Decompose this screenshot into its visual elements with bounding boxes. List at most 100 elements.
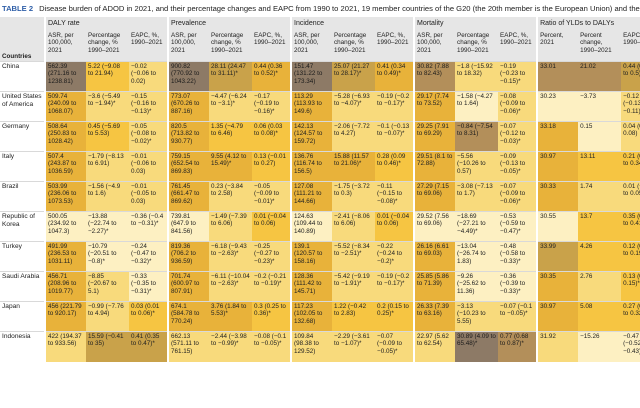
data-cell: −13.04 (−26.74 to 1.83) <box>455 241 499 272</box>
data-cell: −0.07 (−0.09 to −0.06)* <box>498 181 538 212</box>
data-cell: 9.55 (4.12 to 15.49)* <box>209 151 253 182</box>
data-cell: 1.35 (−4.79 to 6.46) <box>209 121 253 152</box>
data-cell: 30.97 <box>536 301 579 332</box>
data-cell: −9.26 (−25.62 to 11.36) <box>455 271 499 302</box>
col-header-ratio-eapc: EAPC, %, 1990–2021 <box>621 31 640 62</box>
data-cell: 456.71 (208.96 to 1019.77) <box>44 271 86 302</box>
country-name: United States of America <box>0 91 45 122</box>
group-header-ratio: Ratio of YLDs to DALYs <box>536 17 640 31</box>
data-cell: 22.97 (5.62 to 62.54) <box>413 331 456 362</box>
data-cell: −0.15 (−0.16 to −0.13)* <box>129 91 169 122</box>
data-cell: 3.76 (1.84 to 5.53)* <box>209 301 253 332</box>
data-cell: −0.84 (−7.54 to 8.31) <box>455 121 499 152</box>
data-cell: 0.13 (−0.01 to 0.27) <box>252 151 292 182</box>
data-cell: −2.29 (−3.61 to −1.07)* <box>332 331 376 362</box>
data-cell: −0.12 (−0.13 to −0.11)* <box>621 91 640 122</box>
data-cell: −3.6 (−5.49 to −1.94)* <box>86 91 129 122</box>
data-cell: 0.03 (0.01 to 0.06)* <box>129 301 169 332</box>
data-cell: 0.23 (−3.84 to 2.58) <box>209 181 253 212</box>
countries-header: Countries <box>0 31 45 62</box>
data-cell: 507.4 (243.87 to 1036.59) <box>44 151 86 182</box>
data-cell: −0.08 (−0.1 to −0.05)* <box>252 331 292 362</box>
data-cell: −0.19 (−0.2 to −0.17)* <box>375 271 415 302</box>
data-cell: −1.56 (−4.9 to 1.6) <box>86 181 129 212</box>
data-cell: 0.44 (0.38 to 0.5)* <box>621 61 640 92</box>
table-body: China 562.39 (271.16 to 1238.81) 5.22 (−9.… <box>0 61 640 362</box>
data-cell: 900.82 (770.92 to 1043.22) <box>167 61 210 92</box>
data-cell: 5.08 <box>578 301 622 332</box>
table-row: Turkey 491.99 (236.53 to 1031.11) −10.79 (… <box>0 241 640 272</box>
data-cell: 29.52 (7.56 to 69.06) <box>413 211 456 242</box>
data-cell: 662.13 (571.11 to 761.15) <box>167 331 210 362</box>
data-cell: −5.28 (−6.93 to −4.07)* <box>332 91 376 122</box>
country-group-cell <box>0 17 45 31</box>
data-cell: −4.47 (−6.24 to −3.1)* <box>209 91 253 122</box>
data-cell: 739.81 (647.9 to 841.56) <box>167 211 210 242</box>
data-cell: −0.47 (−0.52 to −0.43)* <box>621 331 640 362</box>
data-cell: 0.41 (0.34 to 0.49)* <box>375 61 415 92</box>
data-cell: 30.97 <box>536 151 579 182</box>
data-cell: −8.85 (−20.67 to 5.1) <box>86 271 129 302</box>
country-name: Republic of Korea <box>0 211 45 242</box>
data-cell: 136.76 (116.74 to 156.5) <box>290 151 333 182</box>
data-cell: 0.27 (0.22 to 0.32)* <box>621 301 640 332</box>
data-cell: 0.28 (0.09 to 0.46)* <box>375 151 415 182</box>
data-cell: −2.06 (−7.72 to 4.27) <box>332 121 376 152</box>
data-cell: −0.19 (−0.2 to −0.17)* <box>375 91 415 122</box>
country-name: Germany <box>0 121 45 152</box>
data-cell: −0.02 (−0.06 to 0.02) <box>129 61 169 92</box>
data-cell: 26.33 (7.39 to 63.16) <box>413 301 456 332</box>
data-cell: −0.22 (−0.24 to −0.2)* <box>375 241 415 272</box>
data-cell: 151.47 (131.22 to 173.34) <box>290 61 333 92</box>
group-header-row: DALY rate Prevalence Incidence Mortality… <box>0 17 640 31</box>
data-cell: 139.1 (120.57 to 158.16) <box>290 241 333 272</box>
data-cell: −1.58 (−4.27 to 1.64) <box>455 91 499 122</box>
data-cell: −0.01 (−0.05 to 0.03) <box>129 181 169 212</box>
data-cell: −0.53 (−0.59 to −0.47)* <box>498 211 538 242</box>
data-cell: 759.15 (652.54 to 869.83) <box>167 151 210 182</box>
data-cell: 0.01 (−0.04 to 0.06) <box>375 211 415 242</box>
data-cell: 0.06 (0.03 to 0.08)* <box>252 121 292 152</box>
table-label: TABLE 2 <box>2 4 34 13</box>
col-header-percent: Percent, 2021 <box>536 31 579 62</box>
data-cell: 1.74 <box>578 181 622 212</box>
col-header-eapc: EAPC, %, 1990–2021 <box>252 31 292 62</box>
data-cell: −0.05 (−0.09 to −0.01)* <box>252 181 292 212</box>
data-cell: 142.13 (124.57 to 159.72) <box>290 121 333 152</box>
data-cell: −1.8 (−15.92 to 18.32) <box>455 61 499 92</box>
country-name: Brazil <box>0 181 45 212</box>
data-cell: 0.41 (0.35 to 0.47)* <box>129 331 169 362</box>
data-cell: 0.12 (0.04 to 0.19)* <box>621 241 640 272</box>
data-cell: −6.11 (−10.04 to −2.63)* <box>209 271 253 302</box>
sub-header-row: Countries ASR, per 100,000, 2021 Percent… <box>0 31 640 62</box>
data-cell: −0.17 (−0.19 to −0.16)* <box>252 91 292 122</box>
data-cell: −3.08 (−7.13 to 1.7) <box>455 181 499 212</box>
data-cell: 30.23 <box>536 91 579 122</box>
data-cell: −15.26 <box>578 331 622 362</box>
col-header-pct-change: Percentage change, % 1990–2021 <box>455 31 499 62</box>
data-cell: 0.3 (0.25 to 0.36)* <box>252 301 292 332</box>
data-cell: −0.05 (−0.08 to −0.02)* <box>129 121 169 152</box>
data-cell: 1.22 (−0.42 to 2.83) <box>332 301 376 332</box>
group-header-daly: DALY rate <box>43 17 169 31</box>
data-cell: 29.17 (7.74 to 73.52) <box>413 91 456 122</box>
data-cell: 30.33 <box>536 181 579 212</box>
data-cell: −0.1 (−0.13 to −0.07)* <box>375 121 415 152</box>
data-cell: −0.19 (−0.23 to −0.15)* <box>498 61 538 92</box>
data-cell: −5.42 (−9.19 to −1.91)* <box>332 271 376 302</box>
data-cell: 0.01 (−0.04 to 0.06) <box>252 211 292 242</box>
data-cell: 0.44 (0.36 to 0.52)* <box>252 61 292 92</box>
data-cell: 674.1 (584.78 to 770.24) <box>167 301 210 332</box>
data-cell: −0.09 (−0.13 to −0.05)* <box>498 151 538 182</box>
data-cell: 109.84 (98.38 to 129.52) <box>290 331 333 362</box>
data-cell: −1.49 (−7.39 to 6.06) <box>209 211 253 242</box>
data-cell: −0.2 (−0.21 to −0.19)* <box>252 271 292 302</box>
data-cell: −0.24 (−0.47 to −0.32)* <box>129 241 169 272</box>
data-cell: 113.29 (113.93 to 149.6) <box>290 91 333 122</box>
table-row: Italy 507.4 (243.87 to 1036.59) −1.79 (−8.… <box>0 151 640 182</box>
data-cell: −0.11 (−0.15 to −0.08)* <box>375 181 415 212</box>
disease-burden-table: DALY rate Prevalence Incidence Mortality… <box>0 17 640 362</box>
data-cell: −0.07 (−0.09 to −0.05)* <box>375 331 415 362</box>
data-cell: 0.35 (0.28 to 0.41)* <box>621 211 640 242</box>
data-cell: −3.73 <box>578 91 622 122</box>
